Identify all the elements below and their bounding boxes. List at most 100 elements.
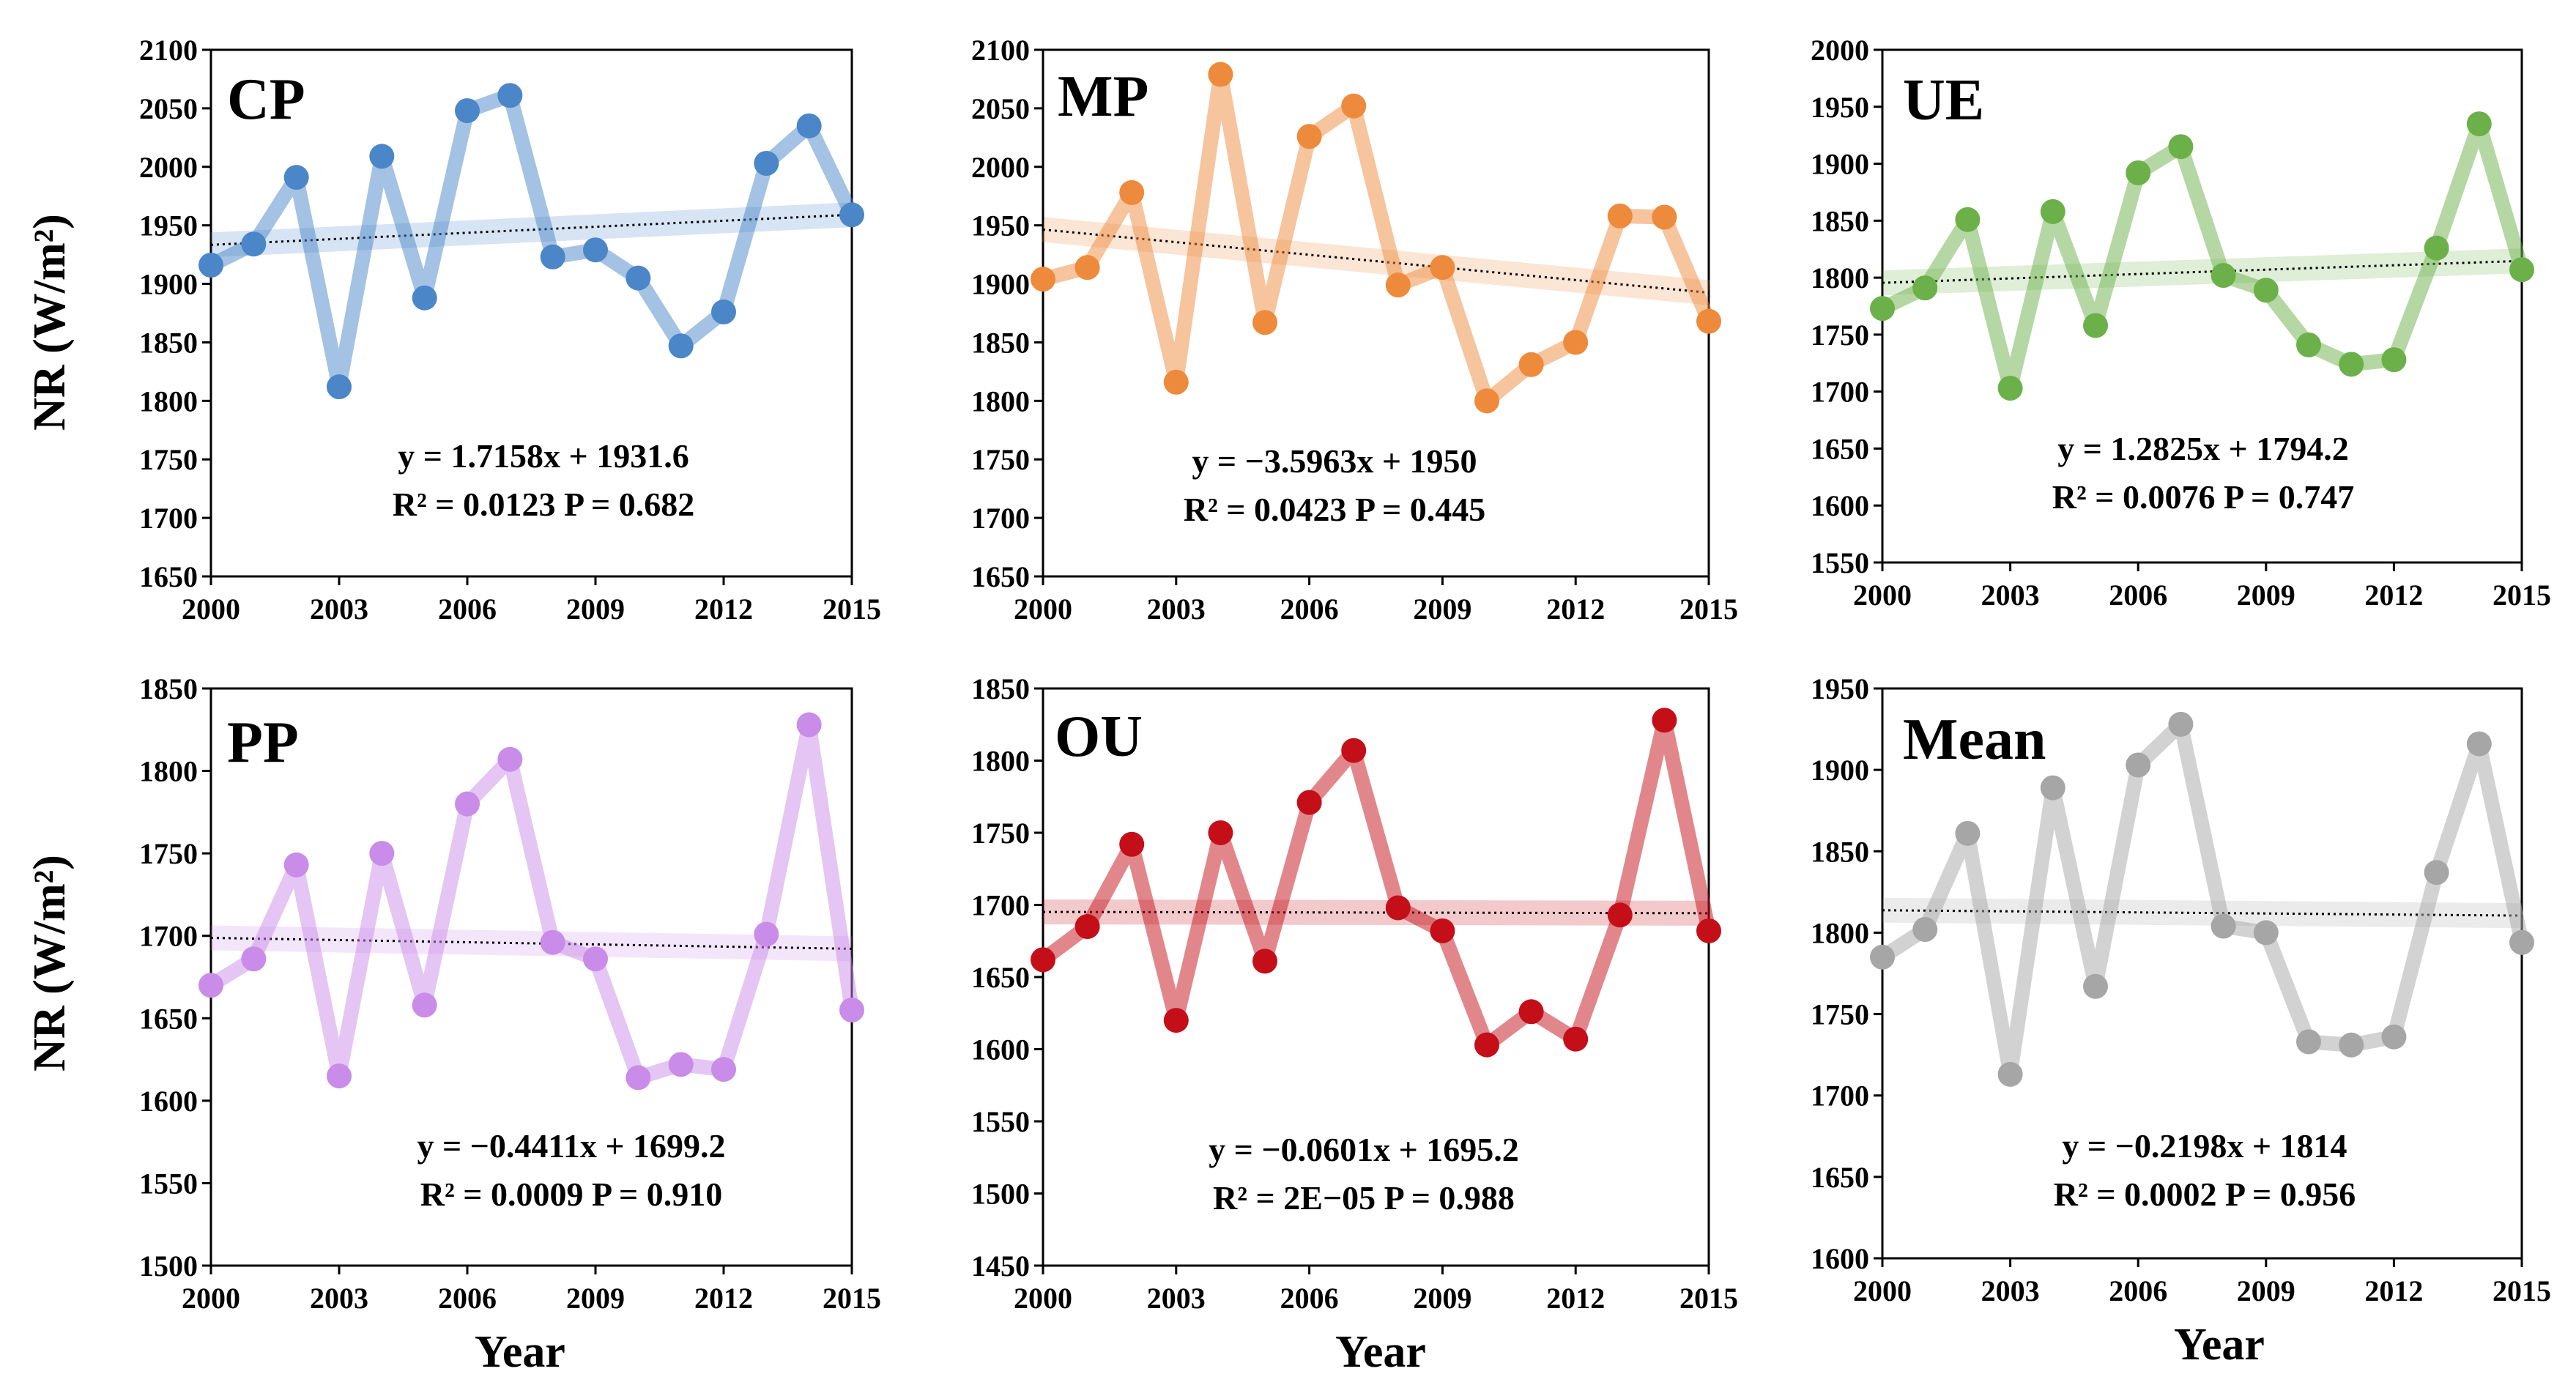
data-point-2004 (2040, 198, 2065, 224)
x-tick-label: 2006 (2109, 1274, 2167, 1307)
y-tick-label: 1550 (139, 1167, 198, 1200)
data-point-2001 (241, 946, 267, 972)
data-point-2015 (839, 998, 864, 1023)
data-point-2008 (2211, 913, 2236, 939)
data-point-2003 (327, 374, 352, 400)
data-point-2002 (283, 165, 309, 190)
x-tick-label: 2003 (310, 593, 368, 625)
data-point-2012 (711, 299, 736, 324)
data-point-2014 (1652, 204, 1677, 230)
data-point-2002 (283, 852, 309, 877)
y-tick-label: 1600 (1811, 489, 1869, 522)
data-point-2001 (1074, 914, 1100, 940)
data-point-2012 (1563, 330, 1589, 355)
y-tick-label: 1750 (1811, 998, 1869, 1031)
data-point-2010 (1474, 1032, 1499, 1058)
x-axis-title-right: Year (2174, 1320, 2265, 1370)
data-point-2015 (2509, 929, 2534, 955)
y-tick-label: 1650 (1811, 432, 1869, 465)
trend-stats: R² = 0.0123 P = 0.682 (393, 486, 695, 523)
data-point-2006 (2126, 160, 2151, 185)
data-point-2000 (198, 973, 223, 998)
y-tick-label: 1900 (971, 268, 1030, 301)
data-point-2013 (1607, 203, 1633, 229)
y-tick-label: 1750 (971, 817, 1030, 850)
y-tick-label: 2100 (971, 34, 1030, 67)
data-point-2011 (1518, 352, 1544, 377)
y-tick-label: 1700 (1811, 1080, 1869, 1113)
data-point-2013 (2424, 235, 2449, 261)
y-tick-label: 1850 (971, 326, 1030, 359)
data-point-2013 (1607, 902, 1633, 928)
y-tick-label: 1950 (1811, 91, 1869, 124)
data-point-2005 (2083, 973, 2108, 999)
trend-equation: y = 1.2825x + 1794.2 (2057, 430, 2348, 467)
data-point-2005 (412, 285, 437, 311)
y-tick-label: 1750 (139, 837, 198, 870)
data-point-2002 (1955, 820, 1981, 846)
data-point-2004 (2040, 775, 2065, 801)
data-point-2012 (2381, 1024, 2407, 1050)
y-tick-label: 1700 (139, 502, 198, 535)
x-tick-label: 2006 (2109, 579, 2167, 612)
y-axis-title-bottom: NR (W/m²) (25, 855, 75, 1072)
data-point-2013 (2424, 860, 2449, 885)
y-tick-label: 2100 (139, 34, 198, 67)
data-point-2002 (1119, 831, 1145, 857)
y-tick-label: 1950 (971, 209, 1030, 242)
y-tick-label: 1850 (971, 672, 1030, 705)
y-tick-label: 1800 (1811, 261, 1869, 294)
data-point-2009 (583, 237, 608, 263)
data-point-2006 (2126, 752, 2151, 778)
panel-label: PP (227, 710, 299, 775)
y-tick-label: 1650 (1811, 1161, 1869, 1194)
trend-equation: y = −3.5963x + 1950 (1192, 442, 1477, 480)
data-point-2002 (1955, 207, 1981, 232)
panel-mean: 1600 1650 1700 1750 1800 1850 1900 1950 2000 2003… (1811, 672, 2551, 1307)
x-tick-label: 2012 (694, 593, 753, 625)
data-point-2003 (327, 1063, 352, 1089)
data-point-2009 (2253, 920, 2279, 946)
y-tick-label: 1750 (971, 443, 1030, 476)
data-point-2004 (1208, 62, 1233, 87)
y-tick-label: 1950 (1811, 672, 1869, 705)
data-point-2013 (754, 150, 779, 176)
x-tick-label: 2015 (2493, 579, 2551, 612)
x-tick-label: 2009 (1413, 593, 1471, 625)
data-point-2007 (1341, 738, 1367, 763)
x-tick-label: 2006 (1280, 1282, 1339, 1315)
data-point-2012 (711, 1057, 736, 1083)
y-axis-title-top: NR (W/m²) (25, 214, 75, 431)
x-tick-label: 2003 (1147, 593, 1206, 625)
data-point-2000 (1870, 296, 1895, 322)
x-tick-label: 2015 (1679, 1282, 1738, 1315)
panel-mp: 1650 1700 1750 1800 1850 1900 1950 2000 2050 2100… (971, 34, 1738, 625)
x-tick-label: 2015 (2493, 1274, 2551, 1307)
data-point-2011 (668, 1052, 694, 1077)
data-point-2005 (1252, 948, 1277, 974)
data-point-2002 (1119, 179, 1145, 205)
data-point-2011 (1518, 999, 1544, 1025)
data-point-2003 (1997, 376, 2023, 401)
y-tick-label: 1500 (139, 1250, 198, 1282)
y-tick-label: 1650 (139, 1002, 198, 1035)
trend-line (1882, 909, 2523, 917)
x-tick-label: 2006 (438, 593, 497, 625)
data-point-2014 (796, 113, 822, 138)
panel-label: CP (227, 67, 305, 132)
x-tick-label: 2012 (2364, 1274, 2423, 1307)
x-tick-label: 2003 (1981, 579, 2040, 612)
y-tick-label: 1600 (971, 1033, 1030, 1066)
data-point-2010 (626, 1065, 651, 1091)
series-line (1875, 716, 2529, 1082)
series-line (1036, 67, 1716, 409)
data-point-2000 (198, 252, 223, 278)
x-tick-label: 2000 (1853, 579, 1912, 612)
data-point-2006 (455, 98, 480, 124)
plot-frame (209, 48, 853, 578)
trend-equation: y = −0.0601x + 1695.2 (1209, 1131, 1519, 1168)
data-point-2008 (2211, 263, 2236, 288)
y-tick-label: 1550 (1811, 546, 1869, 579)
data-point-2008 (1385, 272, 1411, 298)
y-tick-label: 1700 (1811, 376, 1869, 409)
